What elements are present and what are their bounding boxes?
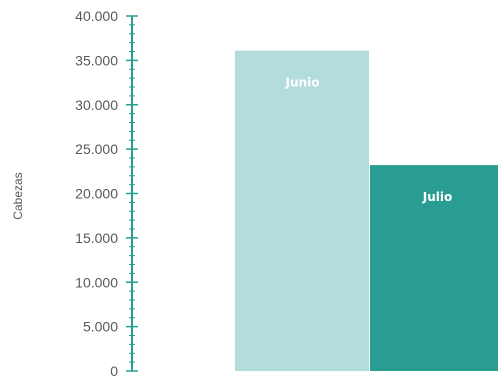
y-tick-label: 20.000 <box>75 186 118 202</box>
y-axis: 0 5.000 10.000 15.000 20.000 25.000 30.000 35.0… <box>75 8 138 379</box>
y-axis-title: Cabezas <box>11 172 25 219</box>
y-tick-label: 30.000 <box>75 97 118 113</box>
y-tick-label: 10.000 <box>75 274 118 290</box>
y-tick-label: 0 <box>110 363 118 379</box>
y-tick-label: 25.000 <box>75 141 118 157</box>
bar-junio <box>235 50 369 372</box>
y-tick-label: 40.000 <box>75 8 118 24</box>
y-tick-label: 5.000 <box>83 319 118 335</box>
bar-label-julio: Julio <box>422 190 452 204</box>
bar-label-junio: Junio <box>285 76 320 90</box>
y-tick-label: 15.000 <box>75 230 118 246</box>
y-tick-label: 35.000 <box>75 52 118 68</box>
bar-julio <box>370 165 498 371</box>
bars: Junio Julio <box>235 50 498 372</box>
